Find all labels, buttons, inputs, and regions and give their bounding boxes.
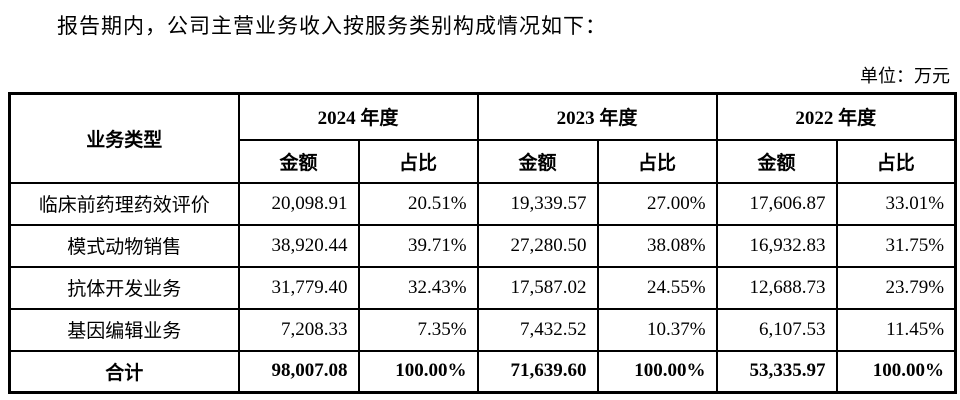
table-row: 临床前药理药效评价 20,098.91 20.51% 19,339.57 27.…	[8, 181, 957, 226]
total-ratio-2022: 100.00%	[835, 349, 957, 394]
cell-amount-2024: 7,208.33	[237, 307, 360, 352]
revenue-composition-table: 业务类型 2024 年度 2023 年度 2022 年度 金额 占比 金额 占比…	[8, 92, 958, 394]
cell-ratio-2022: 31.75%	[835, 223, 957, 268]
cell-amount-2024: 38,920.44	[237, 223, 360, 268]
cell-amount-2022: 6,107.53	[715, 307, 838, 352]
cell-ratio-2023: 24.55%	[596, 265, 718, 310]
column-header-amount-2023: 金额	[476, 138, 599, 184]
row-category: 基因编辑业务	[8, 307, 240, 352]
cell-amount-2024: 20,098.91	[237, 181, 360, 226]
total-label: 合计	[8, 349, 240, 394]
cell-ratio-2022: 23.79%	[835, 265, 957, 310]
cell-amount-2023: 19,339.57	[476, 181, 599, 226]
unit-label: 单位：万元	[860, 66, 950, 86]
table-row: 模式动物销售 38,920.44 39.71% 27,280.50 38.08%…	[8, 223, 957, 268]
table-header-year-row: 业务类型 2024 年度 2023 年度 2022 年度	[8, 92, 957, 184]
column-header-business-type: 业务类型	[8, 92, 240, 184]
cell-amount-2024: 31,779.40	[237, 265, 360, 310]
total-amount-2022: 53,335.97	[715, 349, 838, 394]
total-amount-2024: 98,007.08	[237, 349, 360, 394]
table-row: 抗体开发业务 31,779.40 32.43% 17,587.02 24.55%…	[8, 265, 957, 310]
cell-ratio-2024: 20.51%	[357, 181, 479, 226]
cell-ratio-2022: 11.45%	[835, 307, 957, 352]
cell-amount-2023: 27,280.50	[476, 223, 599, 268]
row-category: 抗体开发业务	[8, 265, 240, 310]
column-header-year-2023: 2023 年度	[476, 92, 718, 141]
cell-amount-2023: 7,432.52	[476, 307, 599, 352]
total-ratio-2023: 100.00%	[596, 349, 718, 394]
total-amount-2023: 71,639.60	[476, 349, 599, 394]
cell-amount-2022: 17,606.87	[715, 181, 838, 226]
column-header-year-2024: 2024 年度	[237, 92, 479, 141]
cell-ratio-2024: 7.35%	[357, 307, 479, 352]
cell-amount-2022: 16,932.83	[715, 223, 838, 268]
column-header-ratio-2023: 占比	[596, 138, 718, 184]
cell-ratio-2023: 27.00%	[596, 181, 718, 226]
column-header-amount-2024: 金额	[237, 138, 360, 184]
cell-ratio-2024: 39.71%	[357, 223, 479, 268]
cell-ratio-2022: 33.01%	[835, 181, 957, 226]
row-category: 模式动物销售	[8, 223, 240, 268]
table-total-row: 合计 98,007.08 100.00% 71,639.60 100.00% 5…	[8, 349, 957, 394]
table-row: 基因编辑业务 7,208.33 7.35% 7,432.52 10.37% 6,…	[8, 307, 957, 352]
cell-ratio-2024: 32.43%	[357, 265, 479, 310]
cell-amount-2022: 12,688.73	[715, 265, 838, 310]
cell-ratio-2023: 10.37%	[596, 307, 718, 352]
row-category: 临床前药理药效评价	[8, 181, 240, 226]
table-header-sub-row: 金额 占比 金额 占比 金额 占比	[10, 138, 957, 184]
column-header-year-2022: 2022 年度	[715, 92, 957, 141]
total-ratio-2024: 100.00%	[357, 349, 479, 394]
column-header-amount-2022: 金额	[715, 138, 838, 184]
column-header-ratio-2022: 占比	[835, 138, 957, 184]
cell-ratio-2023: 38.08%	[596, 223, 718, 268]
cell-amount-2023: 17,587.02	[476, 265, 599, 310]
document-title: 报告期内，公司主营业务收入按服务类别构成情况如下：	[57, 14, 607, 38]
column-header-ratio-2024: 占比	[357, 138, 479, 184]
